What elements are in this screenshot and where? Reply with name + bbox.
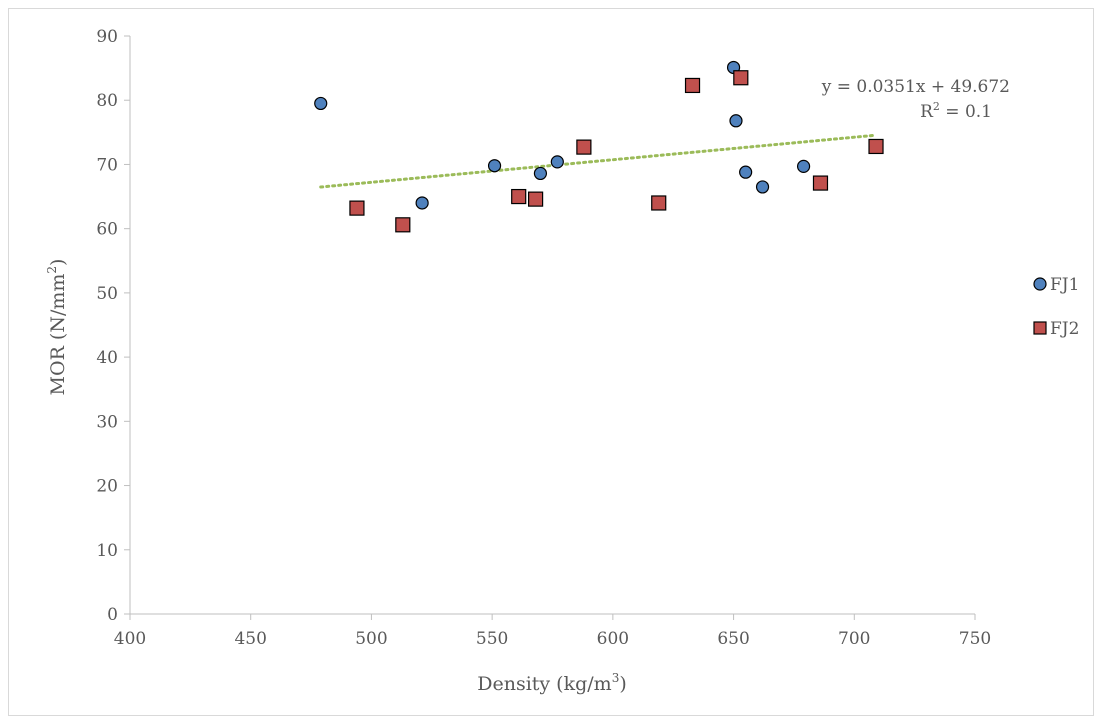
y-tick-label: 60 [96,220,118,240]
trendline-r2: R2 = 0.1 [920,100,992,122]
fj1-point [314,96,328,111]
y-tick-label: 40 [96,348,118,368]
y-tick-label: 80 [96,91,118,111]
y-ticks: 0 10 20 30 40 50 60 70 80 90 [96,27,130,625]
fj2-point [868,138,884,155]
y-tick-label: 90 [96,27,118,47]
y-axis-title-text: MOR (N/mm [47,274,69,396]
x-tick-label: 500 [355,629,387,649]
fj2-point [349,200,365,216]
y-tick-label: 70 [96,155,118,175]
y-tick-label: 20 [96,477,118,497]
fj2-point [733,70,749,86]
y-tick-label: 30 [96,412,118,432]
fj2-point [684,77,701,94]
trendline-r2-suffix: = 0.1 [940,102,992,122]
x-axis-title: Density (kg/m3) [477,671,627,695]
x-axis-title-end: ) [619,673,626,695]
chart-frame [8,8,1094,716]
data-points [314,60,884,233]
y-axis-title-end: ) [47,259,69,266]
fj2-point [812,175,829,191]
fj2-point [395,217,411,233]
trendline [319,133,878,189]
x-tick-label: 650 [717,629,749,649]
trendline-r2-prefix: R [920,102,934,122]
fj2-point [651,195,667,211]
x-ticks: 400 450 500 550 600 650 700 750 [114,614,991,649]
axes [129,36,975,615]
fj2-point [576,139,592,155]
fj1-point [755,180,770,194]
legend: FJ1 FJ2 [1033,275,1079,339]
y-axis-title: MOR (N/mm2) [45,259,69,396]
fj1-point [796,159,811,173]
fj2-point [527,191,544,207]
trendline-r2-sup: 2 [933,100,940,113]
fj1-point [729,114,743,128]
x-tick-label: 750 [959,629,991,649]
fj1-point [415,196,429,210]
fj1-point [487,159,502,173]
y-tick-label: 0 [107,605,118,625]
trendline-equation-text: y = 0.0351x + 49.672 [821,77,1010,97]
x-axis-title-text: Density (kg/m [477,673,611,695]
legend-label-fj2: FJ2 [1050,319,1079,339]
legend-marker-fj1 [1033,277,1047,291]
x-axis-title-sup: 3 [612,671,620,685]
y-tick-label: 10 [96,541,118,561]
legend-item-fj1: FJ1 [1033,275,1079,295]
legend-marker-fj2 [1033,321,1047,335]
legend-label-fj1: FJ1 [1050,275,1079,295]
y-axis-title-sup: 2 [45,266,59,274]
fj1-point [550,155,564,169]
x-tick-label: 450 [234,629,266,649]
fj1-point [533,166,548,181]
x-tick-label: 400 [114,629,146,649]
x-tick-label: 600 [597,629,629,649]
x-tick-label: 700 [838,629,870,649]
trendline-equation: y = 0.0351x + 49.672 R2 = 0.1 [821,77,1010,122]
y-tick-label: 50 [96,284,118,304]
legend-item-fj2: FJ2 [1033,319,1079,339]
x-tick-label: 550 [476,629,508,649]
fj2-point [511,188,527,205]
fj1-point [739,165,753,179]
